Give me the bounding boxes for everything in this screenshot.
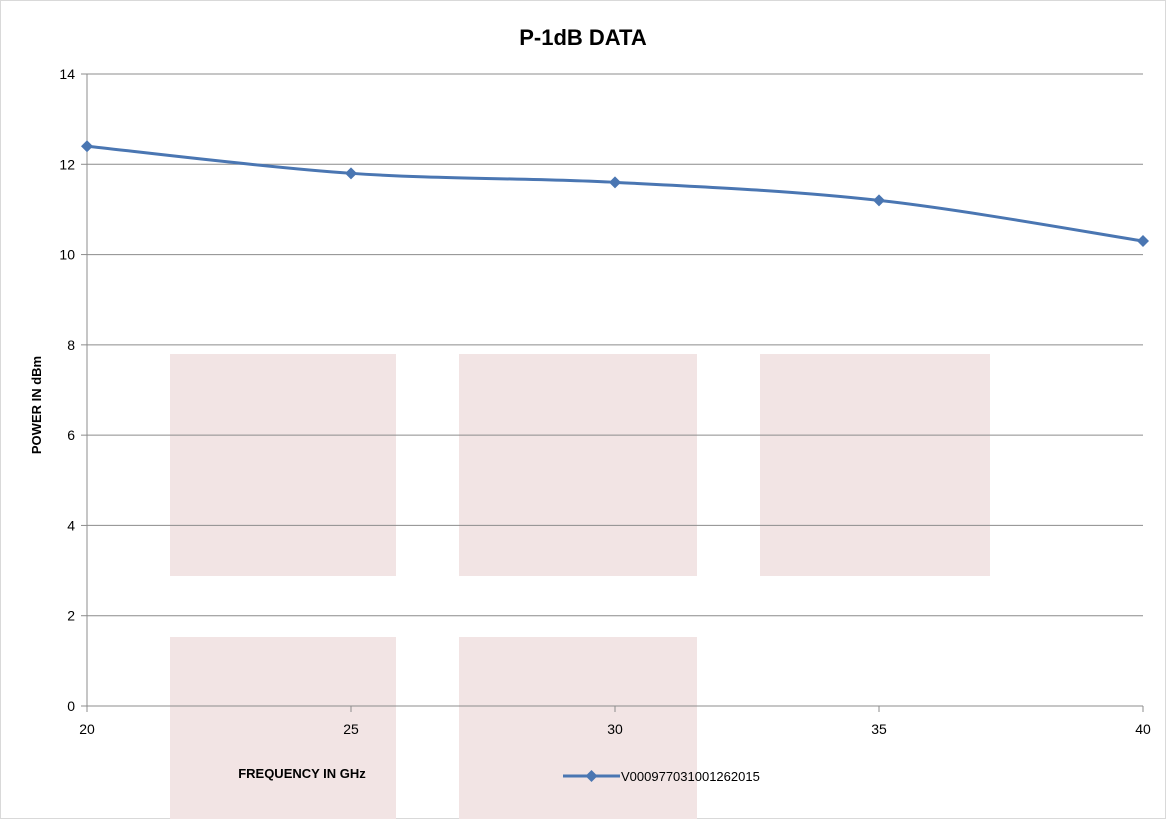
data-point-marker [609, 176, 621, 189]
x-tick-labels: 20 25 30 35 40 [79, 721, 1151, 737]
series-layer [81, 140, 1149, 248]
y-tick-labels: 0 2 4 6 8 10 12 14 [59, 66, 75, 714]
legend: V000977031001262015 [563, 769, 760, 784]
legend-marker-swatch [585, 770, 598, 782]
y-tick-label: 2 [67, 608, 75, 624]
watermark-block [459, 354, 697, 576]
watermark-block [170, 354, 396, 576]
data-point-marker [873, 194, 885, 207]
y-axis-title: POWER IN dBm [29, 356, 44, 454]
y-tick-label: 14 [59, 66, 75, 82]
x-tick-label: 40 [1135, 721, 1151, 737]
data-point-marker [1137, 235, 1149, 248]
y-tick-label: 10 [59, 247, 75, 263]
x-tick-label: 35 [871, 721, 887, 737]
watermark-block [170, 637, 396, 819]
legend-series-label: V000977031001262015 [621, 769, 760, 784]
watermark-blocks [170, 354, 990, 819]
y-tick-label: 12 [59, 156, 75, 172]
data-point-marker [81, 140, 93, 153]
watermark-block [459, 637, 697, 819]
x-tick-label: 20 [79, 721, 95, 737]
y-tick-label: 6 [67, 427, 75, 443]
x-tick-label: 25 [343, 721, 359, 737]
axes [81, 73, 1144, 712]
y-tick-label: 0 [67, 698, 75, 714]
data-point-marker [345, 167, 357, 180]
watermark-block [760, 354, 990, 576]
y-tick-label: 8 [67, 337, 75, 353]
x-tick-label: 30 [607, 721, 623, 737]
chart-title: P-1dB DATA [519, 25, 647, 50]
y-tick-label: 4 [67, 517, 75, 533]
x-axis-title: FREQUENCY IN GHz [238, 766, 366, 781]
